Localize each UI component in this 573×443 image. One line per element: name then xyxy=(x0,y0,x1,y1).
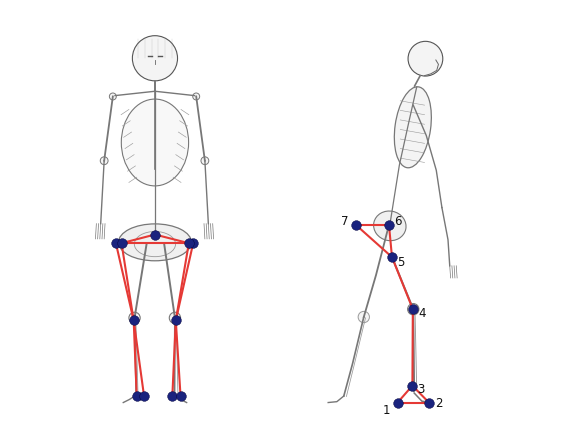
Circle shape xyxy=(132,36,178,81)
Circle shape xyxy=(201,157,209,165)
Circle shape xyxy=(169,312,180,323)
Circle shape xyxy=(129,312,140,323)
Text: 1: 1 xyxy=(383,404,390,417)
Circle shape xyxy=(109,93,116,100)
Text: 3: 3 xyxy=(418,383,425,396)
Circle shape xyxy=(407,303,419,315)
Ellipse shape xyxy=(121,99,189,186)
Circle shape xyxy=(358,311,370,323)
Text: 5: 5 xyxy=(397,256,404,269)
Text: 4: 4 xyxy=(418,307,426,320)
Ellipse shape xyxy=(394,87,431,168)
Ellipse shape xyxy=(374,211,406,241)
Circle shape xyxy=(408,41,443,76)
Ellipse shape xyxy=(119,224,191,261)
Text: 6: 6 xyxy=(394,215,402,229)
Circle shape xyxy=(193,93,199,100)
Circle shape xyxy=(100,157,108,165)
Text: 2: 2 xyxy=(435,397,442,410)
Text: 7: 7 xyxy=(341,215,348,229)
